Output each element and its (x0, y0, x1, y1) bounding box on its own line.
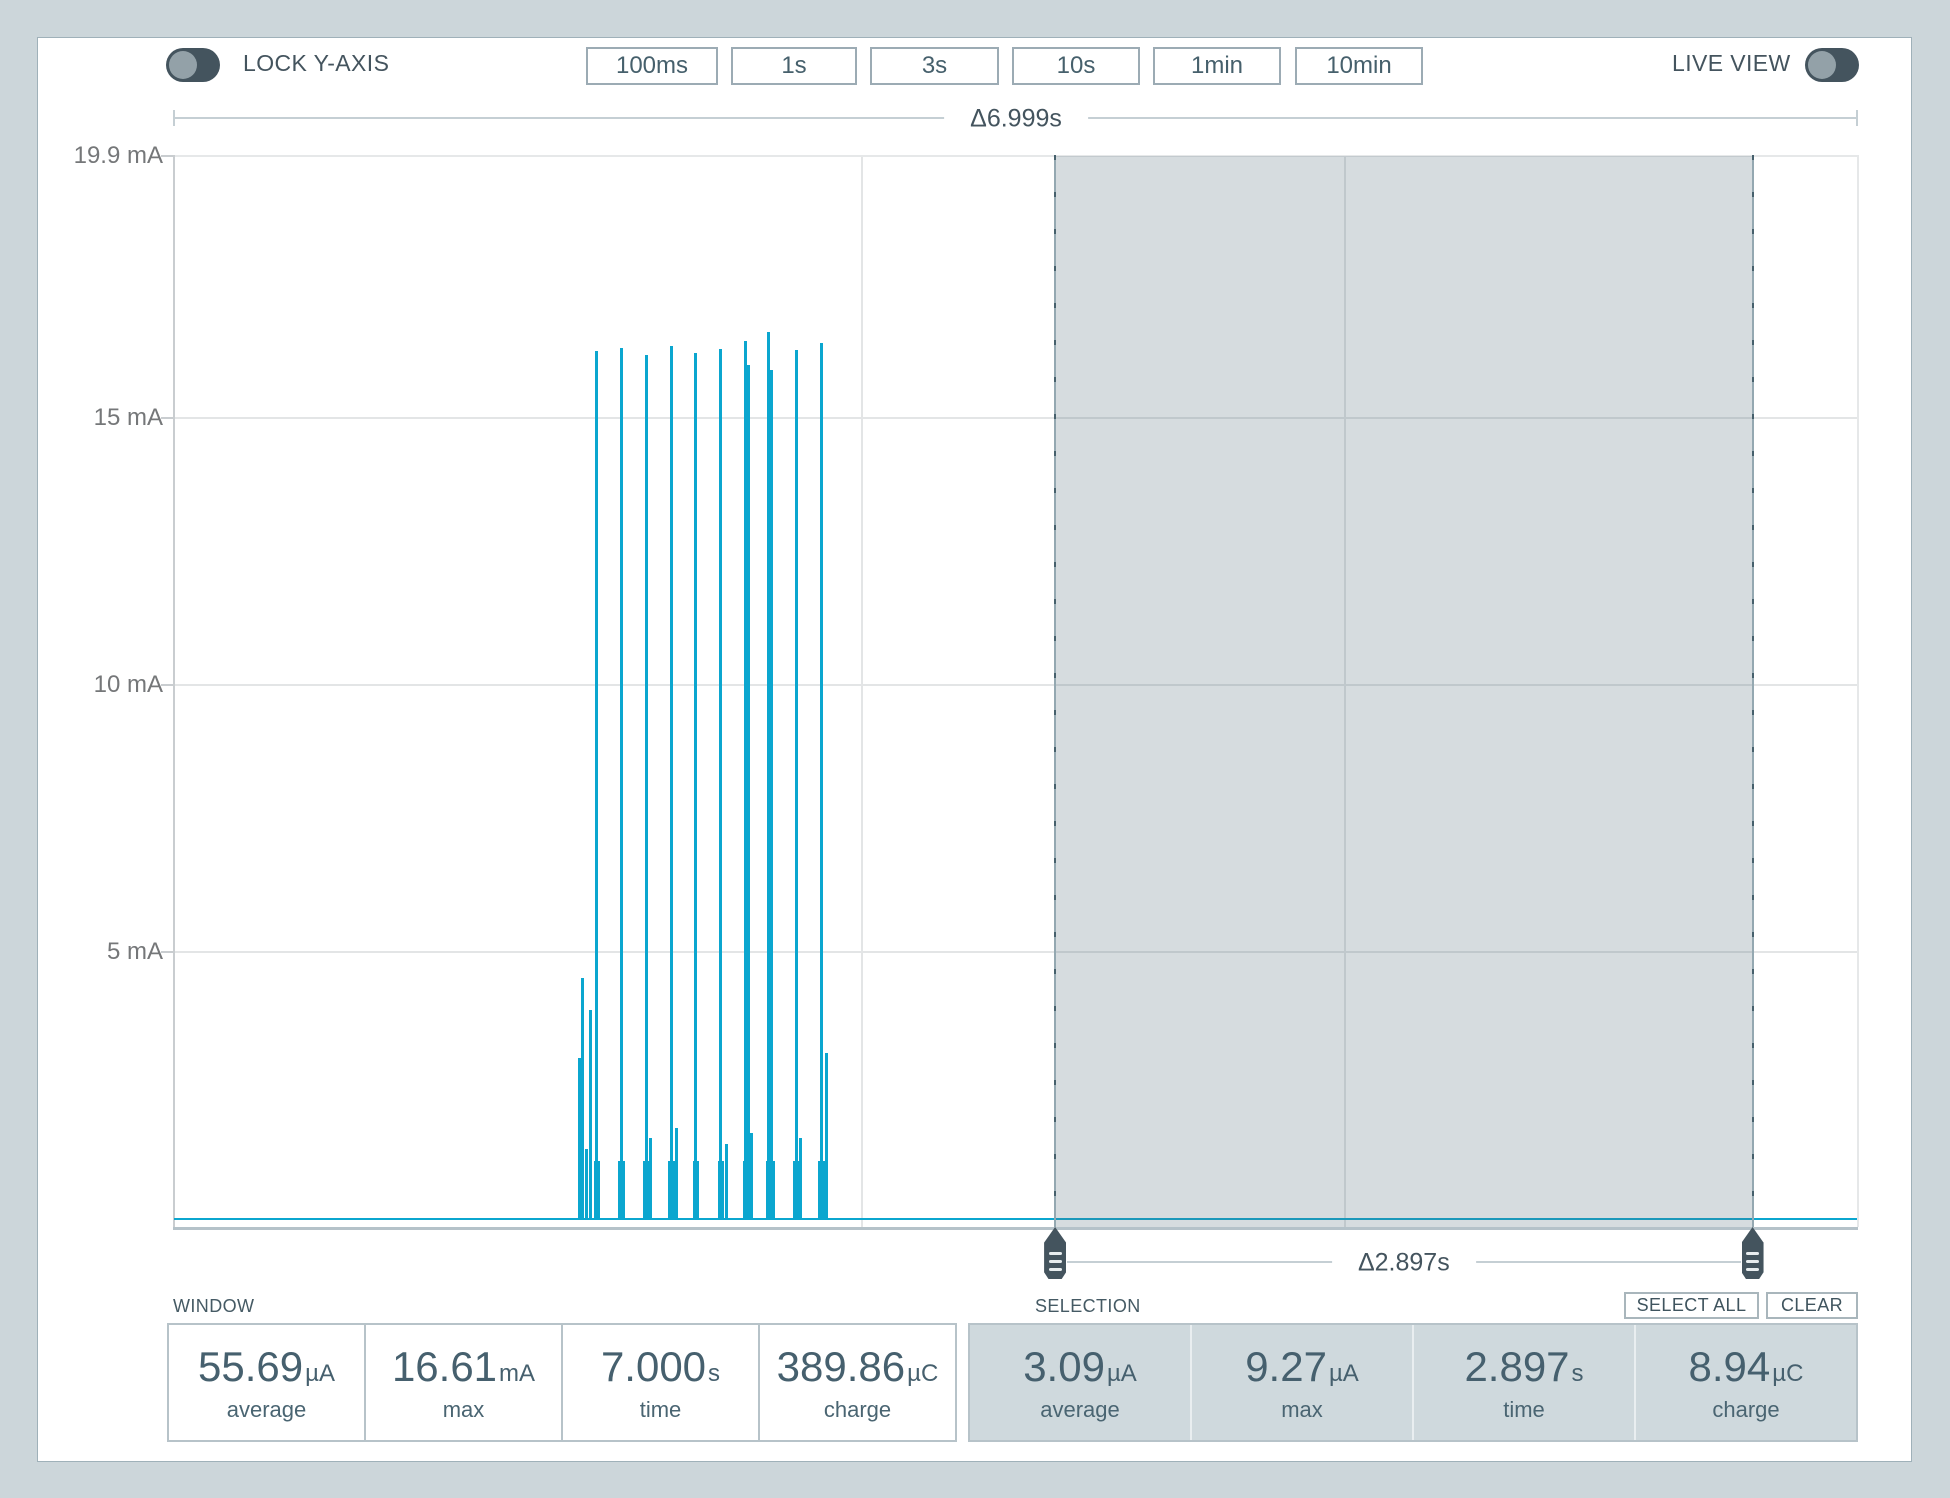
window-stats-panel: 55.69 µA average 16.61 mA max 7.000 s time … (167, 1323, 957, 1442)
stat-value: 3.09 (1023, 1342, 1105, 1390)
select-all-button[interactable]: SELECT ALL (1624, 1292, 1759, 1319)
stat-value: 7.000 (600, 1342, 707, 1390)
range-button-10s[interactable]: 10s (1012, 47, 1140, 85)
stat-value: 2.897 (1464, 1342, 1570, 1390)
selection-panel-title: SELECTION (1035, 1296, 1141, 1316)
live-view-toggle[interactable] (1805, 48, 1859, 82)
lock-y-axis-toggle[interactable] (166, 48, 220, 82)
selection-stat-time: 2.897 s time (1412, 1325, 1634, 1440)
stat-unit: µC (1772, 1359, 1804, 1387)
clear-button[interactable]: CLEAR (1766, 1292, 1858, 1319)
stat-value: 389.86 (776, 1342, 906, 1390)
grip-lines-icon (1048, 1252, 1062, 1255)
stat-label: max (442, 1396, 485, 1422)
range-button-1min[interactable]: 1min (1153, 47, 1281, 85)
stat-value: 8.94 (1688, 1342, 1771, 1390)
stat-label: max (1281, 1396, 1323, 1422)
stat-unit: µA (1328, 1359, 1359, 1387)
window-panel-title: WINDOW (173, 1296, 255, 1316)
selection-stat-max: 9.27 µA max (1190, 1325, 1412, 1440)
selection-stat-charge: 8.94 µC charge (1634, 1325, 1856, 1440)
range-button-3s[interactable]: 3s (870, 47, 999, 85)
selection-delta-label: Δ2.897s (1331, 1248, 1476, 1278)
stat-unit: s (708, 1359, 721, 1387)
stat-unit: µA (1106, 1359, 1137, 1387)
window-stat-time: 7.000 s time (561, 1325, 758, 1440)
live-view-label: LIVE VIEW (1672, 50, 1791, 76)
selection-handle-left[interactable] (1044, 1227, 1067, 1279)
stat-value: 9.27 (1245, 1342, 1327, 1390)
stat-label: average (226, 1396, 307, 1422)
grip-lines-icon (1746, 1268, 1760, 1271)
window-stat-max: 16.61 mA max (364, 1325, 561, 1440)
stat-unit: µA (305, 1359, 335, 1387)
stat-label: charge (1712, 1396, 1780, 1422)
grip-lines-icon (1048, 1260, 1062, 1263)
grip-lines-icon (1746, 1252, 1760, 1255)
range-button-1s[interactable]: 1s (731, 47, 857, 85)
lock-y-axis-label: LOCK Y-AXIS (243, 50, 390, 76)
window-stat-charge: 389.86 µC charge (758, 1325, 955, 1440)
window-stat-average: 55.69 µA average (169, 1325, 364, 1440)
selection-stats-panel: 3.09 µA average 9.27 µA max 2.897 s time 8.… (968, 1323, 1858, 1442)
grip-lines-icon (1048, 1268, 1062, 1271)
stat-value: 16.61 (391, 1342, 498, 1390)
stat-label: time (639, 1396, 682, 1422)
selection-handle-right[interactable] (1741, 1227, 1764, 1279)
main-card (37, 37, 1912, 1462)
range-button-100ms[interactable]: 100ms (586, 47, 718, 85)
stat-label: average (1040, 1396, 1120, 1422)
stat-value: 55.69 (198, 1342, 304, 1390)
stat-unit: s (1571, 1359, 1584, 1387)
range-button-10min[interactable]: 10min (1295, 47, 1423, 85)
stat-unit: µC (907, 1359, 939, 1387)
stat-unit: mA (499, 1359, 536, 1387)
toggle-knob-icon (169, 51, 197, 79)
selection-stat-average: 3.09 µA average (970, 1325, 1190, 1440)
window-delta-label: Δ6.999s (944, 104, 1088, 134)
stat-label: charge (823, 1396, 892, 1422)
grip-lines-icon (1746, 1260, 1760, 1263)
stat-label: time (1503, 1396, 1545, 1422)
toggle-knob-icon (1808, 51, 1836, 79)
